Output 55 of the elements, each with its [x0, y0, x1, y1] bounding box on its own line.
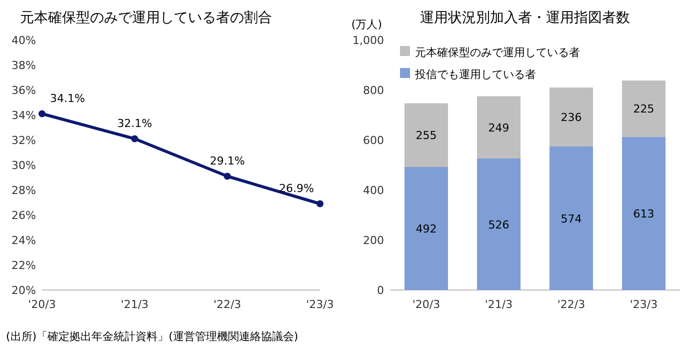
y-tick-label: 32%: [12, 134, 36, 147]
bar: [550, 146, 593, 290]
y-tick-label: 0: [377, 284, 384, 297]
data-label: 26.9%: [279, 182, 314, 195]
data-label: 236: [560, 111, 582, 124]
x-tick-label: '22/3: [213, 298, 242, 311]
y-tick-label: 800: [363, 84, 384, 97]
point: [316, 200, 324, 208]
x-tick-label: '23/3: [306, 298, 334, 311]
data-label: 225: [633, 102, 654, 116]
data-label: 255: [416, 129, 437, 142]
bar: [622, 80, 666, 137]
chart-title: 元本確保型のみで運用している者の割合: [20, 10, 272, 26]
y-tick-label: 40%: [12, 34, 36, 47]
x-tick-label: '21/3: [484, 298, 513, 311]
x-tick-label: '22/3: [557, 298, 586, 311]
chart-title: 運用状況別加入者・運用指図者数: [420, 10, 630, 26]
data-label: 574: [560, 212, 582, 226]
y-tick-label: 1,000: [352, 34, 384, 47]
y-tick-label: 34%: [12, 109, 36, 122]
data-label: 526: [488, 218, 510, 232]
point: [38, 110, 46, 118]
x-tick-label: '21/3: [120, 298, 149, 311]
text: (出所)「確定拠出年金統計資料」(運営管理機関連絡協議会): [6, 330, 298, 343]
bar: [477, 158, 520, 290]
bar: [550, 88, 593, 146]
y-tick-label: 24%: [12, 234, 36, 247]
bar: [404, 103, 448, 167]
data-label: 492: [416, 222, 437, 236]
bar: [622, 136, 666, 290]
data-label: 249: [488, 121, 510, 134]
y-axis-title: (万人): [351, 18, 382, 31]
data-label: 613: [633, 207, 654, 220]
point: [131, 135, 138, 142]
point: [224, 172, 231, 180]
x-tick-label: '23/3: [630, 298, 658, 311]
y-tick-label: 600: [363, 134, 384, 147]
y-tick-label: 38%: [12, 59, 36, 72]
y-tick-label: 22%: [12, 259, 36, 272]
y-tick-label: 28%: [12, 184, 36, 197]
data-label: 34.1%: [50, 92, 85, 105]
y-tick-label: 30%: [12, 159, 36, 172]
y-tick-label: 36%: [12, 84, 36, 97]
x-tick-label: '20/3: [412, 298, 440, 311]
y-tick-label: 200: [363, 234, 384, 247]
data-label: 29.1%: [210, 154, 245, 168]
legend-label: 元本確保型のみで運用している者: [415, 46, 580, 59]
y-tick-label: 26%: [12, 209, 36, 222]
y-tick-label: 400: [363, 184, 384, 197]
bar: [477, 96, 520, 158]
legend-label: 投信でも運用している者: [414, 68, 536, 81]
data-label: 32.1%: [117, 116, 152, 130]
y-tick-label: 20%: [12, 284, 36, 297]
x-tick-label: '20/3: [28, 298, 56, 311]
bar: [404, 167, 448, 290]
